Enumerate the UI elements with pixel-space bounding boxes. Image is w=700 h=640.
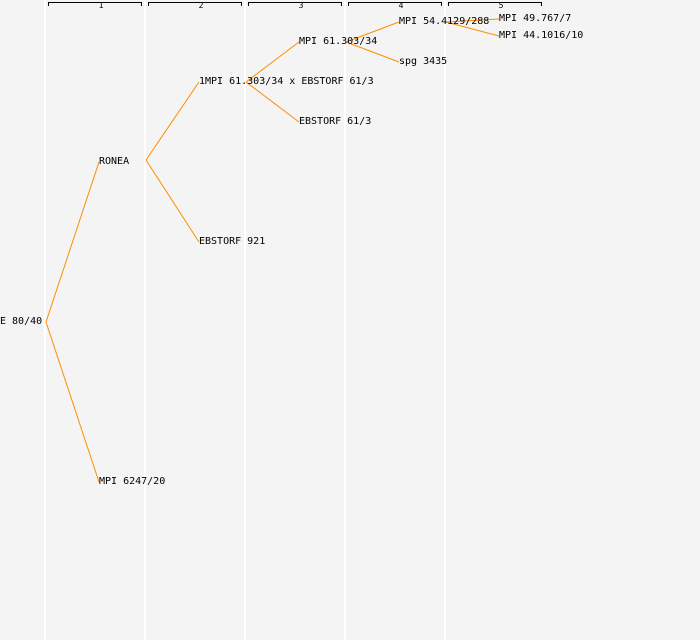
node-g5-dam[interactable]: MPI 44.1016/10 [499, 30, 584, 41]
generation-label-5: 5 [498, 1, 504, 10]
pedigree-link [445, 21, 500, 37]
column-separator [44, 0, 46, 640]
generation-bracket [348, 2, 442, 6]
node-root[interactable]: E 80/40 [0, 316, 42, 327]
generation-label-3: 3 [298, 1, 304, 10]
pedigree-link [45, 161, 100, 323]
column-separator [444, 0, 446, 640]
column-separator [144, 0, 146, 640]
node-g2-dam[interactable]: EBSTORF 921 [199, 236, 266, 247]
generation-label-4: 4 [398, 1, 404, 10]
generation-bracket [448, 2, 542, 6]
node-g3-dam[interactable]: EBSTORF 61/3 [299, 116, 372, 127]
node-g1-dam[interactable]: MPI 6247/20 [99, 476, 166, 487]
column-separator [344, 0, 346, 640]
node-g4-dam[interactable]: spg 3435 [399, 56, 448, 67]
generation-label-2: 2 [198, 1, 204, 10]
pedigree-link [245, 81, 300, 123]
pedigree-link [445, 18, 500, 23]
pedigree-link [345, 21, 400, 43]
node-g4-sire[interactable]: MPI 54.4129/288 [399, 16, 490, 27]
generation-label-1: 1 [98, 1, 104, 10]
node-g2-sire[interactable]: 1MPI 61.303/34 x EBSTORF 61/3 [199, 76, 374, 87]
pedigree-link [145, 81, 200, 161]
pedigree-link [45, 321, 100, 483]
pedigree-link [345, 41, 400, 63]
generation-bracket [148, 2, 242, 6]
generation-bracket [248, 2, 342, 6]
pedigree-link [145, 159, 200, 243]
generation-bracket [48, 2, 142, 6]
column-separator [244, 0, 246, 640]
node-g3-sire[interactable]: MPI 61.303/34 [299, 36, 378, 47]
pedigree-link [245, 41, 300, 83]
node-g5-sire[interactable]: MPI 49.767/7 [499, 13, 572, 24]
node-g1-sire[interactable]: RONEA [99, 156, 130, 167]
